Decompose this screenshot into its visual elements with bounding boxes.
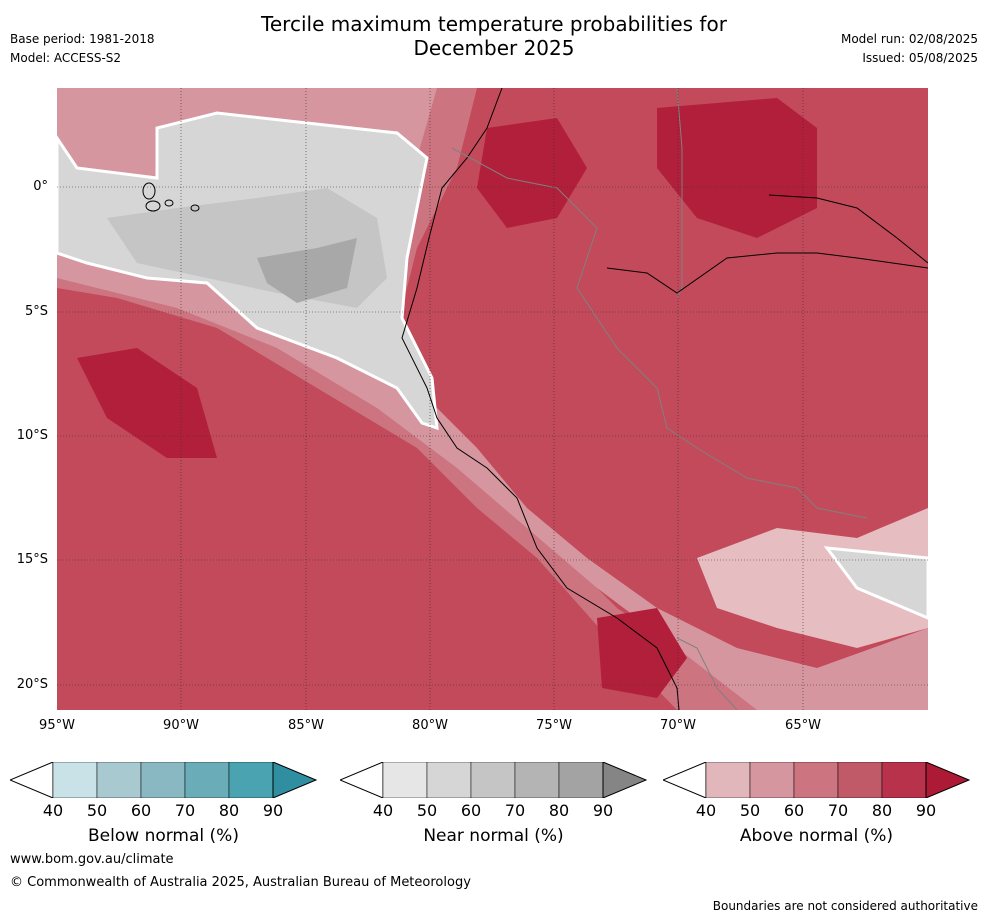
- colorbar-near-segment: [514, 761, 560, 799]
- colorbar-above-tick-60: 60: [783, 801, 805, 820]
- colorbar-above-high-arrow: [925, 761, 971, 799]
- colorbar-above-tick-80: 80: [871, 801, 893, 820]
- colorbar-near-segment: [382, 761, 428, 799]
- colorbar-above-tick-70: 70: [827, 801, 849, 820]
- colorbar-above-segment: [793, 761, 839, 799]
- lon-tick-75w: 75°W: [536, 718, 572, 733]
- map-title: Tercile maximum temperature probabilitie…: [0, 12, 988, 60]
- lat-tick-20s: 20°S: [16, 677, 48, 692]
- colorbar-above: [661, 761, 971, 799]
- above-90-zone-amazon: [657, 98, 817, 238]
- country-border-1: [451, 147, 868, 519]
- colorbar-near-segment: [558, 761, 604, 799]
- issued-text: Issued: 05/08/2025: [862, 51, 978, 65]
- lat-tick-10s: 10°S: [16, 428, 48, 443]
- colorbar-below-tick-70: 70: [174, 801, 196, 820]
- lon-tick-95w: 95°W: [39, 718, 75, 733]
- colorbar-below-segment: [140, 761, 186, 799]
- colorbar-above-low-arrow: [661, 761, 707, 799]
- colorbar-below-tick-80: 80: [218, 801, 240, 820]
- colorbar-near-tick-80: 80: [548, 801, 570, 820]
- colorbar-near-tick-60: 60: [460, 801, 482, 820]
- colorbar-near-high-arrow: [602, 761, 648, 799]
- colorbar-below: [8, 761, 318, 799]
- colorbar-below-segment: [228, 761, 274, 799]
- above-90-zone-ocean: [77, 348, 217, 458]
- colorbar-near-svg: [338, 761, 648, 799]
- colorbar-near-tick-90: 90: [592, 801, 614, 820]
- colorbar-near-segment: [470, 761, 516, 799]
- above-90-zone-altiplano: [597, 608, 687, 698]
- colorbar-near-tick-50: 50: [416, 801, 438, 820]
- colorbar-below-segment: [96, 761, 142, 799]
- colorbar-below-tick-90: 90: [262, 801, 284, 820]
- colorbar-near-label: Near normal (%): [423, 826, 564, 846]
- colorbar-near: [338, 761, 648, 799]
- river-amazon-north: [768, 194, 929, 264]
- colorbar-above-segment: [837, 761, 883, 799]
- probability-map: [55, 87, 930, 711]
- lat-tick-0: 0°: [33, 179, 48, 194]
- copyright-text: © Commonwealth of Australia 2025, Austra…: [10, 875, 471, 890]
- title-line-1: Tercile maximum temperature probabilitie…: [261, 12, 727, 36]
- lon-tick-65w: 65°W: [785, 718, 821, 733]
- colorbar-near-tick-40: 40: [372, 801, 394, 820]
- colorbar-above-segment: [749, 761, 795, 799]
- above-90-zone-andes: [477, 118, 587, 228]
- colorbar-above-tick-90: 90: [915, 801, 937, 820]
- title-line-2: December 2025: [413, 36, 575, 60]
- colorbar-above-tick-40: 40: [695, 801, 717, 820]
- lon-tick-80w: 80°W: [412, 718, 448, 733]
- country-border-2: [676, 87, 683, 299]
- colorbar-near-tick-70: 70: [504, 801, 526, 820]
- colorbar-below-segment: [52, 761, 98, 799]
- colorbar-below-label: Below normal (%): [88, 826, 239, 846]
- country-border-3: [676, 637, 738, 711]
- lat-tick-5s: 5°S: [24, 304, 48, 319]
- colorbar-above-label: Above normal (%): [739, 826, 894, 846]
- river-amazon-main: [606, 252, 929, 294]
- colorbar-below-low-arrow: [8, 761, 54, 799]
- colorbar-above-segment: [881, 761, 927, 799]
- colorbar-below-segment: [184, 761, 230, 799]
- colorbar-below-tick-60: 60: [130, 801, 152, 820]
- disclaimer-text: Boundaries are not considered authoritat…: [712, 899, 978, 913]
- model-run-text: Model run: 02/08/2025: [840, 32, 978, 46]
- colorbar-below-high-arrow: [272, 761, 318, 799]
- colorbar-above-tick-50: 50: [739, 801, 761, 820]
- lon-tick-90w: 90°W: [163, 718, 199, 733]
- colorbar-near-low-arrow: [338, 761, 384, 799]
- colorbar-below-svg: [8, 761, 318, 799]
- coastline: [401, 87, 680, 711]
- near-normal-70-zone: [257, 238, 357, 303]
- galapagos-islands: [142, 182, 200, 212]
- colorbar-above-svg: [661, 761, 971, 799]
- graticule: [57, 88, 928, 710]
- lon-tick-85w: 85°W: [288, 718, 324, 733]
- colorbar-near-segment: [426, 761, 472, 799]
- base-period-text: Base period: 1981-2018: [10, 32, 155, 46]
- model-text: Model: ACCESS-S2: [10, 51, 122, 65]
- above-40-zone: [697, 508, 928, 648]
- colorbar-above-segment: [705, 761, 751, 799]
- lat-tick-15s: 15°S: [16, 552, 48, 567]
- map-svg: [55, 87, 930, 711]
- colorbar-below-tick-50: 50: [86, 801, 108, 820]
- website-link[interactable]: www.bom.gov.au/climate: [10, 852, 174, 867]
- lon-tick-70w: 70°W: [660, 718, 696, 733]
- colorbar-below-tick-40: 40: [42, 801, 64, 820]
